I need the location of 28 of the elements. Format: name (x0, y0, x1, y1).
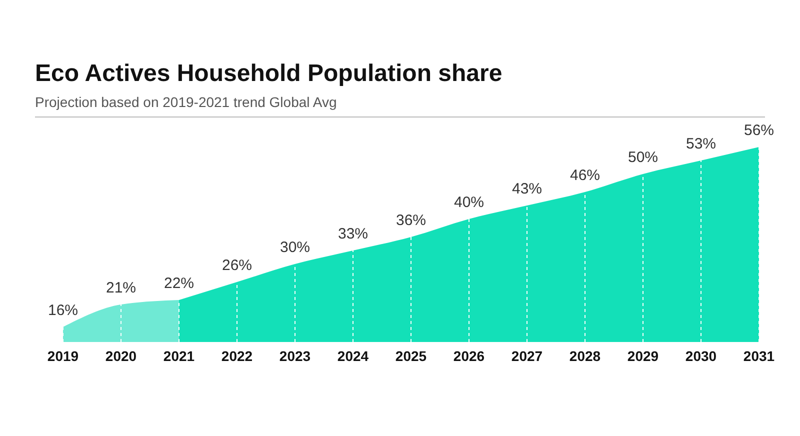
data-label: 40% (454, 194, 484, 211)
x-tick-label: 2027 (511, 348, 543, 364)
data-label: 33% (338, 226, 368, 242)
x-tick-label: 2019 (47, 348, 79, 364)
x-tick-label: 2028 (569, 348, 601, 364)
chart-title: Eco Actives Household Population share (35, 60, 502, 87)
x-tick-label: 2023 (279, 348, 311, 364)
data-label: 21% (106, 280, 136, 296)
x-tick-label: 2022 (221, 348, 253, 364)
x-tick-label: 2024 (337, 348, 369, 364)
data-label: 30% (280, 239, 310, 256)
data-label: 16% (48, 302, 78, 319)
x-tick-label: 2026 (453, 348, 485, 364)
data-label: 22% (164, 275, 194, 292)
x-tick-label: 2029 (627, 348, 659, 364)
data-label: 36% (396, 212, 426, 229)
x-tick-label: 2031 (743, 348, 775, 364)
x-tick-label: 2020 (105, 348, 137, 364)
x-tick-label: 2021 (163, 348, 195, 364)
x-tick-label: 2030 (685, 348, 717, 364)
data-label: 43% (512, 180, 542, 198)
data-label: 50% (628, 149, 658, 166)
data-label: 53% (686, 136, 716, 152)
data-label: 26% (222, 257, 252, 274)
data-label: 46% (570, 167, 600, 184)
data-label: 56% (744, 122, 774, 139)
x-tick-label: 2025 (395, 348, 427, 364)
chart-subtitle: Projection based on 2019-2021 trend Global Avg (35, 94, 337, 110)
